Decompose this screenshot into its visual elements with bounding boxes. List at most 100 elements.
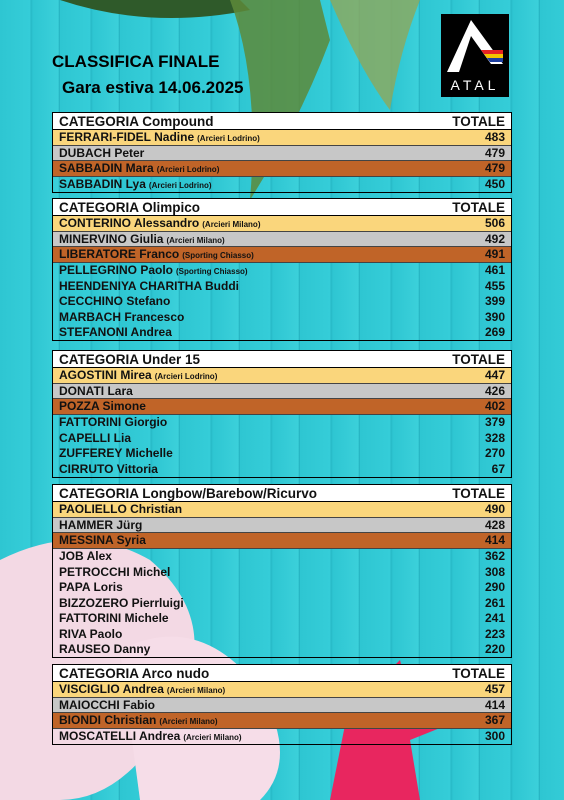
athlete-name: VISCIGLIO Andrea (59, 682, 164, 697)
athlete-name: DUBACH Peter (59, 145, 145, 160)
category-header: CATEGORIA Under 15 TOTALE (53, 351, 511, 368)
athlete-name: RAUSEO Danny (59, 642, 151, 657)
club: (Arcieri Lodrino) (148, 181, 212, 191)
athlete: CECCHINO Stefano (59, 294, 170, 308)
score: 399 (484, 294, 505, 309)
score: 479 (484, 145, 505, 160)
total-label: TOTALE (452, 113, 505, 129)
club: (Sporting Chiasso) (182, 251, 254, 261)
category-name: CATEGORIA Compound (59, 113, 214, 129)
score: 261 (484, 595, 505, 610)
result-row: RIVA Paolo 223 (53, 626, 511, 642)
result-row: VISCIGLIO Andrea (Arcieri Milano) 457 (53, 682, 511, 698)
total-label: TOTALE (452, 485, 505, 501)
athlete: FERRARI-FIDEL Nadine (Arcieri Lodrino) (59, 130, 260, 144)
athlete-name: MESSINA Syria (59, 533, 146, 548)
result-row: SABBADIN Mara (Arcieri Lodrino) 479 (53, 161, 511, 177)
athlete: FATTORINI Giorgio (59, 415, 167, 429)
category-name: CATEGORIA Olimpico (59, 199, 201, 215)
athlete: JOB Alex (59, 549, 112, 563)
total-label: TOTALE (452, 351, 505, 367)
club: (Arcieri Milano) (159, 717, 218, 727)
athlete: PAPA Loris (59, 580, 123, 594)
score: 491 (484, 247, 505, 262)
athlete: CONTERINO Alessandro (Arcieri Milano) (59, 216, 260, 230)
athlete: MOSCATELLI Andrea (Arcieri Milano) (59, 729, 242, 743)
club: (Arcieri Lodrino) (197, 134, 260, 144)
score: 241 (484, 611, 505, 626)
result-row: PAOLIELLO Christian 490 (53, 502, 511, 518)
athlete: SABBADIN Mara (Arcieri Lodrino) (59, 161, 219, 175)
result-row: LIBERATORE Franco (Sporting Chiasso) 491 (53, 247, 511, 263)
category-header: CATEGORIA Olimpico TOTALE (53, 199, 511, 216)
athlete-name: POZZA Simone (59, 399, 146, 414)
score: 367 (484, 713, 505, 728)
category-header: CATEGORIA Longbow/Barebow/Ricurvo TOTALE (53, 485, 511, 502)
athlete-name: SABBADIN Lya (59, 177, 146, 192)
athlete-name: ZUFFEREY Michelle (59, 446, 173, 461)
result-row: CECCHINO Stefano 399 (53, 294, 511, 310)
athlete-name: STEFANONI Andrea (59, 325, 172, 340)
category-table: CATEGORIA Longbow/Barebow/Ricurvo TOTALE P… (52, 484, 512, 658)
score: 300 (484, 729, 505, 744)
athlete-name: BIZZOZERO Pierrluigi (59, 595, 184, 610)
result-row: CIRRUTO Vittoria 67 (53, 461, 511, 477)
athlete: SABBADIN Lya (Arcieri Lodrino) (59, 177, 212, 191)
athlete: PELLEGRINO Paolo (Sporting Chiasso) (59, 263, 248, 277)
title: CLASSIFICA FINALE (52, 52, 220, 71)
athlete: BIONDI Christian (Arcieri Milano) (59, 713, 218, 727)
score: 414 (484, 533, 505, 548)
score: 506 (484, 216, 505, 231)
athlete-name: SABBADIN Mara (59, 161, 154, 176)
result-row: CONTERINO Alessandro (Arcieri Milano) 506 (53, 216, 511, 232)
athlete-name: FATTORINI Michele (59, 611, 169, 626)
score: 450 (484, 177, 505, 192)
score: 379 (484, 415, 505, 430)
category-name: CATEGORIA Longbow/Barebow/Ricurvo (59, 485, 318, 501)
athlete: LIBERATORE Franco (Sporting Chiasso) (59, 247, 254, 261)
result-row: HEENDENIYA CHARITHA Buddi 455 (53, 278, 511, 294)
athlete-name: MAIOCCHI Fabio (59, 697, 155, 712)
club: (Arcieri Lodrino) (156, 165, 220, 175)
athlete-name: PETROCCHI Michel (59, 564, 171, 579)
score: 402 (484, 399, 505, 414)
athlete-name: MARBACH Francesco (59, 309, 185, 324)
logo-text: ATAL (450, 77, 500, 93)
result-row: CAPELLI Lia 328 (53, 430, 511, 446)
category-table: CATEGORIA Arco nudo TOTALE VISCIGLIO Andre… (52, 664, 512, 745)
result-row: FATTORINI Giorgio 379 (53, 415, 511, 431)
athlete-name: PELLEGRINO Paolo (59, 263, 174, 278)
result-row: MOSCATELLI Andrea (Arcieri Milano) 300 (53, 729, 511, 745)
total-label: TOTALE (452, 665, 505, 681)
athlete-name: MOSCATELLI Andrea (59, 729, 181, 744)
logo-mark (447, 20, 503, 72)
athlete-name: LIBERATORE Franco (59, 247, 180, 262)
result-row: RAUSEO Danny 220 (53, 642, 511, 658)
athlete-name: HAMMER Jürg (59, 517, 143, 532)
result-row: BIZZOZERO Pierrluigi 261 (53, 595, 511, 611)
category-name: CATEGORIA Under 15 (59, 351, 201, 367)
result-row: PAPA Loris 290 (53, 580, 511, 596)
result-row: MARBACH Francesco 390 (53, 309, 511, 325)
leaf (60, 0, 250, 18)
athlete: HAMMER Jürg (59, 518, 142, 532)
athlete: DUBACH Peter (59, 146, 144, 160)
result-row: JOB Alex 362 (53, 549, 511, 565)
athlete-name: CAPELLI Lia (59, 430, 132, 445)
athlete: RAUSEO Danny (59, 642, 150, 656)
plant (330, 0, 420, 110)
score: 457 (484, 682, 505, 697)
score: 426 (484, 383, 505, 398)
athlete: FATTORINI Michele (59, 611, 169, 625)
athlete: HEENDENIYA CHARITHA Buddi (59, 279, 239, 293)
athlete-name: PAOLIELLO Christian (59, 502, 183, 517)
category-table: CATEGORIA Under 15 TOTALE AGOSTINI Mirea (A… (52, 350, 512, 478)
club: (Arcieri Milano) (166, 686, 226, 696)
score: 483 (484, 130, 505, 145)
athlete-name: MINERVINO Giulia (59, 231, 164, 246)
score: 223 (484, 626, 505, 641)
score: 390 (484, 309, 505, 324)
athlete: STEFANONI Andrea (59, 325, 172, 339)
result-row: MAIOCCHI Fabio 414 (53, 697, 511, 713)
category-header: CATEGORIA Arco nudo TOTALE (53, 665, 511, 682)
